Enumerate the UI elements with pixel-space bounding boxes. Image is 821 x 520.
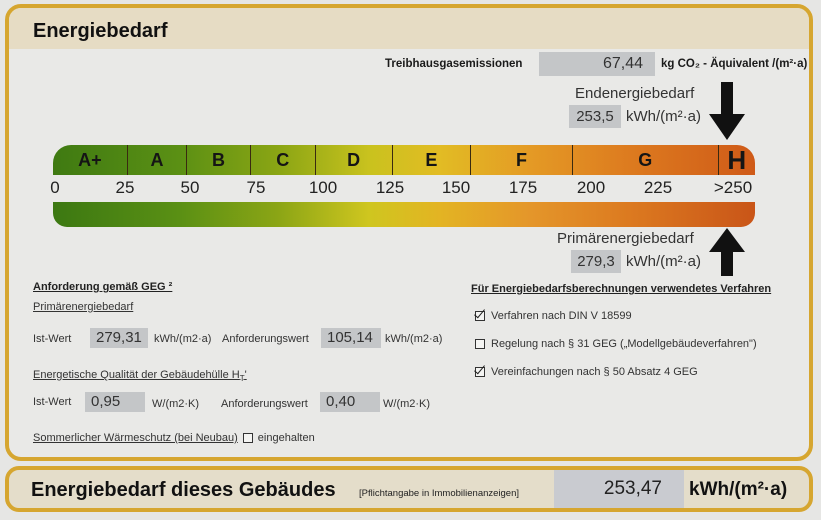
primary-energy-label: Primärenergiebedarf [557, 230, 694, 247]
emissions-unit: kg CO₂ - Äquivalent /(m²·a) [661, 58, 808, 70]
scale-tick: 150 [441, 178, 471, 197]
panel-header: Energiebedarf [9, 8, 809, 49]
energy-class-a-plus: A+ [53, 145, 128, 175]
energy-class-e: E [393, 145, 472, 175]
envelope-required-value: 0,40 [320, 392, 380, 412]
summary-title: Energiebedarf dieses Gebäudes [31, 479, 336, 501]
scale-tick: 175 [508, 178, 538, 197]
primary-requirement-heading: Primärenergiebedarf [33, 301, 134, 313]
primary-actual-value: 279,31 [90, 328, 148, 348]
scale-tick: 0 [50, 178, 60, 197]
building-energy-summary: Energiebedarf dieses Gebäudes [Pflichtan… [5, 466, 813, 512]
summary-unit: kWh/(m²·a) [689, 479, 788, 500]
scale-tick: 50 [180, 178, 200, 197]
method-item-model-building[interactable]: Regelung nach § 31 GEG („Modellgebäudeve… [475, 338, 757, 350]
summer-protection-label: Sommerlicher Wärmeschutz (bei Neubau) [33, 432, 238, 444]
scale-tick: 75 [246, 178, 266, 197]
end-energy-label: Endenergiebedarf [575, 85, 695, 102]
scale-tick: 225 [643, 178, 673, 197]
energy-class-scale: A+ A B C D E F G H [53, 145, 755, 175]
energy-class-g: G [573, 145, 719, 175]
requirements-heading: Anforderung gemäß GEG ² [33, 281, 173, 293]
end-energy-value: 253,5 [569, 105, 621, 128]
envelope-actual-value: 0,95 [85, 392, 145, 412]
energy-class-c: C [251, 145, 316, 175]
energy-class-d: D [316, 145, 393, 175]
checkbox-checked-icon[interactable] [475, 311, 485, 321]
primary-actual-unit: kWh/(m2·a) [154, 333, 212, 345]
emissions-label: Treibhausgasemissionen [385, 58, 523, 70]
primary-energy-unit: kWh/(m²·a) [626, 253, 701, 270]
scale-tick: >250 [713, 178, 753, 197]
summary-value: 253,47 [554, 470, 684, 508]
summer-protection-checkbox-label: eingehalten [257, 432, 315, 444]
checkbox-checked-icon[interactable] [475, 367, 485, 377]
primary-required-value: 105,14 [321, 328, 381, 348]
method-item-din-18599[interactable]: Verfahren nach DIN V 18599 [475, 310, 632, 322]
summary-note: [Pflichtangabe in Immobilienanzeigen] [359, 488, 520, 499]
energy-class-f: F [471, 145, 573, 175]
panel-title: Energiebedarf [33, 20, 168, 42]
method-item-simplifications[interactable]: Vereinfachungen nach § 50 Absatz 4 GEG [475, 366, 698, 378]
method-label: Vereinfachungen nach § 50 Absatz 4 GEG [491, 366, 698, 378]
arrow-down-icon [709, 82, 745, 140]
arrow-up-icon [709, 228, 745, 276]
energy-class-b: B [187, 145, 251, 175]
checkbox-unchecked-icon[interactable] [475, 339, 485, 349]
envelope-required-label: Anforderungswert [221, 398, 308, 410]
envelope-actual-label: Ist-Wert [33, 396, 72, 408]
energy-class-a: A [128, 145, 188, 175]
emissions-value: 67,44 [539, 52, 655, 76]
scale-tick: 125 [375, 178, 405, 197]
primary-actual-label: Ist-Wert [33, 333, 72, 345]
envelope-actual-unit: W/(m2·K) [152, 398, 200, 410]
primary-required-label: Anforderungswert [222, 333, 309, 345]
scale-tick: 100 [308, 178, 338, 197]
energy-class-h: H [727, 145, 747, 175]
primary-energy-value: 279,3 [571, 250, 621, 273]
scale-ticks: 0 25 50 75 100 125 150 175 200 225 >250 [50, 178, 759, 200]
summer-protection-checkbox[interactable] [242, 433, 253, 443]
method-label: Verfahren nach DIN V 18599 [491, 310, 632, 322]
methods-heading: Für Energiebedarfsberechnungen verwendet… [471, 283, 772, 295]
method-label: Regelung nach § 31 GEG („Modellgebäudeve… [491, 338, 757, 350]
end-energy-unit: kWh/(m²·a) [626, 108, 701, 125]
scale-tick: 200 [576, 178, 606, 197]
primary-required-unit: kWh/(m2·a) [385, 333, 443, 345]
envelope-required-unit: W/(m2·K) [383, 398, 431, 410]
summer-protection-row: Sommerlicher Wärmeschutz (bei Neubau) ei… [33, 432, 315, 444]
envelope-quality-heading: Energetische Qualität der Gebäudehülle H… [33, 369, 247, 384]
energy-gradient-bar [53, 202, 755, 227]
energy-demand-panel: Energiebedarf Treibhausgasemissionen 67,… [5, 4, 813, 461]
scale-tick: 25 [115, 178, 135, 197]
